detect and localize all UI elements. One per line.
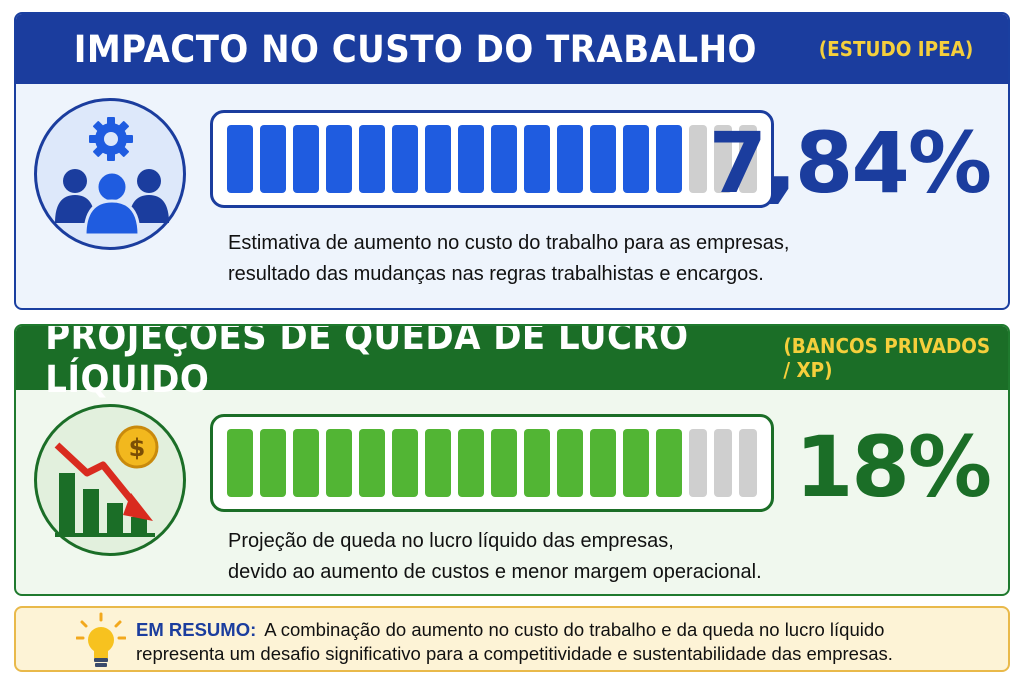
progress-segment [557, 429, 583, 497]
progress-segment [326, 429, 352, 497]
progress-segment [524, 125, 550, 193]
labor-cost-description: Estimativa de aumento no custo do trabal… [228, 228, 789, 290]
progress-segment [425, 429, 451, 497]
progress-segment [491, 429, 517, 497]
labor-cost-progress-bar [210, 110, 774, 208]
progress-segment [458, 429, 484, 497]
profit-drop-description-line: Projeção de queda no lucro líquido das e… [228, 530, 674, 552]
svg-text:$: $ [129, 434, 146, 462]
progress-segment [227, 429, 253, 497]
progress-segment [392, 429, 418, 497]
progress-segment [557, 125, 583, 193]
progress-segment [293, 429, 319, 497]
progress-segment [739, 125, 757, 193]
profit-drop-source: (BANCOS PRIVADOS / XP) [783, 334, 990, 382]
progress-segment [623, 429, 649, 497]
profit-drop-description: Projeção de queda no lucro líquido das e… [228, 526, 762, 588]
progress-segment [458, 125, 484, 193]
progress-segment [260, 125, 286, 193]
team-gear-icon [34, 98, 186, 250]
labor-cost-panel: IMPACTO NO CUSTO DO TRABALHO (ESTUDO IPE… [14, 12, 1010, 310]
summary-line-2: representa um desafio significativo para… [136, 643, 893, 664]
summary-label: EM RESUMO: [136, 619, 257, 640]
progress-segment [689, 429, 707, 497]
profit-drop-progress-bar [210, 414, 774, 512]
labor-cost-value: 7,84% [708, 114, 992, 212]
profit-drop-description-line: devido ao aumento de custos e menor marg… [228, 561, 762, 583]
progress-segment [326, 125, 352, 193]
summary-line: EM RESUMO: A combinação do aumento no cus… [136, 618, 893, 642]
progress-segment [293, 125, 319, 193]
progress-segment [524, 429, 550, 497]
progress-segment [656, 125, 682, 193]
progress-segment [714, 429, 732, 497]
progress-segment [359, 429, 385, 497]
labor-cost-description-line: Estimativa de aumento no custo do trabal… [228, 232, 790, 254]
progress-segment [227, 125, 253, 193]
progress-segment [739, 429, 757, 497]
progress-segment [590, 429, 616, 497]
progress-segment [392, 125, 418, 193]
labor-cost-description-line: resultado das mudanças nas regras trabal… [228, 263, 764, 285]
progress-segment [590, 125, 616, 193]
progress-segment [623, 125, 649, 193]
labor-cost-title: IMPACTO NO CUSTO DO TRABALHO [73, 27, 757, 71]
progress-segment [714, 125, 732, 193]
profit-drop-title: PROJEÇÕES DE QUEDA DE LUCRO LÍQUIDO [45, 324, 689, 401]
declining-chart-coin-icon: $ [34, 404, 186, 556]
summary-text: EM RESUMO: A combinação do aumento no cus… [136, 618, 893, 666]
progress-segment [425, 125, 451, 193]
progress-segment [656, 429, 682, 497]
profit-drop-header: PROJEÇÕES DE QUEDA DE LUCRO LÍQUIDO (BAN… [16, 326, 1008, 401]
profit-drop-value: 18% [794, 418, 992, 516]
profit-drop-panel: PROJEÇÕES DE QUEDA DE LUCRO LÍQUIDO (BAN… [14, 324, 1010, 596]
progress-segment [359, 125, 385, 193]
progress-segment [491, 125, 517, 193]
labor-cost-source: (ESTUDO IPEA) [819, 37, 974, 61]
summary-line-1: A combinação do aumento no custo do trab… [264, 619, 885, 640]
summary-box: EM RESUMO: A combinação do aumento no cus… [14, 606, 1010, 672]
progress-segment [260, 429, 286, 497]
lightbulb-icon [75, 612, 127, 675]
labor-cost-header: IMPACTO NO CUSTO DO TRABALHO (ESTUDO IPE… [16, 14, 1008, 84]
progress-segment [689, 125, 707, 193]
